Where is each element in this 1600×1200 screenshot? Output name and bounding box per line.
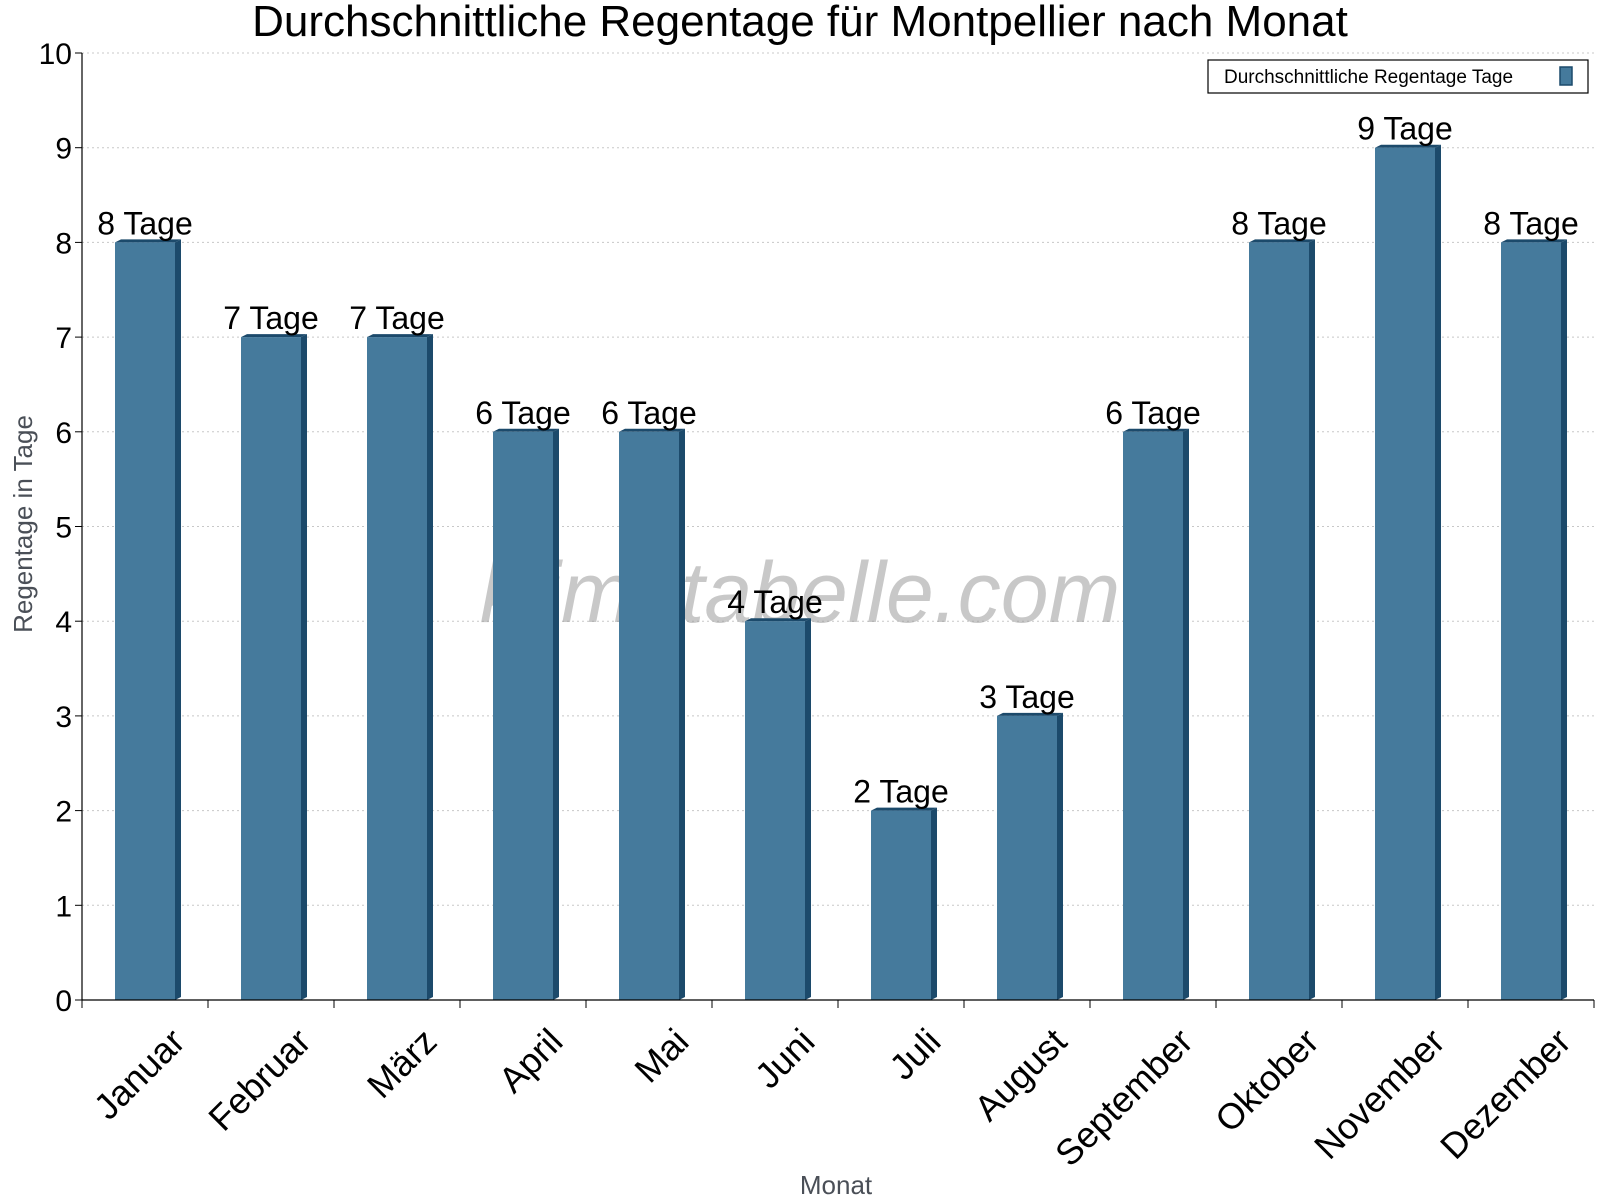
bar-top (493, 428, 559, 432)
bar (997, 715, 1057, 1000)
bar-value-label: 7 Tage (349, 300, 445, 336)
bar-top (745, 618, 811, 622)
bar-value-label: 6 Tage (601, 395, 697, 431)
x-tick-label: März (359, 1020, 445, 1106)
bar-side (1183, 428, 1189, 1000)
bar-side (427, 334, 433, 1001)
bar (1249, 242, 1309, 1000)
x-tick-label: Februar (200, 1020, 318, 1138)
x-tick-label: Mai (626, 1020, 696, 1090)
bar (871, 810, 931, 1000)
legend-swatch (1559, 66, 1573, 86)
bar (1375, 147, 1435, 1000)
bar-top (997, 712, 1063, 716)
y-tick-label: 0 (55, 985, 72, 1018)
y-tick-label: 5 (55, 512, 72, 545)
x-tick-labels: Januar Februar März April Mai Juni Juli AugustS… (86, 1020, 1579, 1174)
x-tick-label: Oktober (1207, 1020, 1327, 1140)
bar-top (1375, 144, 1441, 148)
bar-top (1123, 428, 1189, 432)
y-tick-label: 7 (55, 322, 72, 355)
y-tick-label: 8 (55, 227, 72, 260)
y-tick-labels: 0 1 2 3 4 5 6 7 8 9 10 (39, 38, 72, 1018)
legend-label: Durchschnittliche Regentage Tage (1224, 67, 1513, 88)
bar (115, 242, 175, 1000)
bar-side (175, 239, 181, 1000)
bar-side (679, 428, 685, 1000)
bar-labels: 8 Tage 7 Tage 7 Tage 6 Tage 6 Tage 4 Tage 2 Ta… (97, 111, 1579, 810)
x-tick-label: Dezember (1432, 1020, 1578, 1166)
x-tick-label: Juli (881, 1020, 948, 1087)
bar-value-label: 4 Tage (727, 584, 823, 620)
bar-value-label: 8 Tage (97, 205, 193, 241)
bar-value-label: 3 Tage (979, 679, 1075, 715)
bar-value-label: 9 Tage (1357, 111, 1453, 147)
y-tick-label: 2 (55, 796, 72, 829)
x-axis-title: Monat (800, 1170, 873, 1200)
bar-top (241, 334, 307, 338)
bar-value-label: 6 Tage (475, 395, 571, 431)
x-tick-label: September (1047, 1020, 1201, 1174)
bar-top (115, 239, 181, 243)
bars (115, 144, 1567, 1001)
x-tick-label: Juni (747, 1020, 823, 1096)
bar-value-label: 8 Tage (1483, 205, 1579, 241)
bar-value-label: 8 Tage (1231, 205, 1327, 241)
y-tick-label: 3 (55, 701, 72, 734)
bar-top (619, 428, 685, 432)
x-tick-label: Januar (86, 1020, 193, 1127)
y-tick-label: 9 (55, 133, 72, 166)
legend: Durchschnittliche Regentage Tage (1207, 59, 1589, 94)
y-tick-label: 10 (39, 38, 72, 71)
bar (367, 337, 427, 1001)
x-tick-label: April (491, 1020, 571, 1100)
bar-top (871, 807, 937, 811)
bar (1123, 431, 1183, 1000)
bar-side (301, 334, 307, 1001)
y-tick-label: 1 (55, 890, 72, 923)
bar-side (1561, 239, 1567, 1000)
x-tick-label: August (966, 1020, 1074, 1128)
bar-side (1309, 239, 1315, 1000)
legend-box (1207, 59, 1589, 94)
bar (1501, 242, 1561, 1000)
y-tick-label: 6 (55, 417, 72, 450)
bar-side (553, 428, 559, 1000)
bar-value-label: 2 Tage (853, 774, 949, 810)
y-tick-label: 4 (55, 606, 72, 639)
axes (75, 52, 1595, 1008)
bar-side (805, 618, 811, 1000)
chart-title: Durchschnittliche Regentage für Montpell… (252, 0, 1348, 46)
bar (241, 337, 301, 1001)
bar-side (1435, 144, 1441, 1000)
grid-lines (82, 52, 1594, 906)
bar-top (1249, 239, 1315, 243)
bar-value-label: 7 Tage (223, 300, 319, 336)
y-axis-title: Regentage in Tage (8, 415, 38, 633)
bar (493, 431, 553, 1000)
bar-side (931, 807, 937, 1000)
bar-side (1057, 712, 1063, 1000)
bar-top (367, 334, 433, 338)
bar-value-label: 6 Tage (1105, 395, 1201, 431)
bar (745, 621, 805, 1000)
bar-top (1501, 239, 1567, 243)
bar (619, 431, 679, 1000)
x-tick-label: November (1306, 1020, 1452, 1166)
